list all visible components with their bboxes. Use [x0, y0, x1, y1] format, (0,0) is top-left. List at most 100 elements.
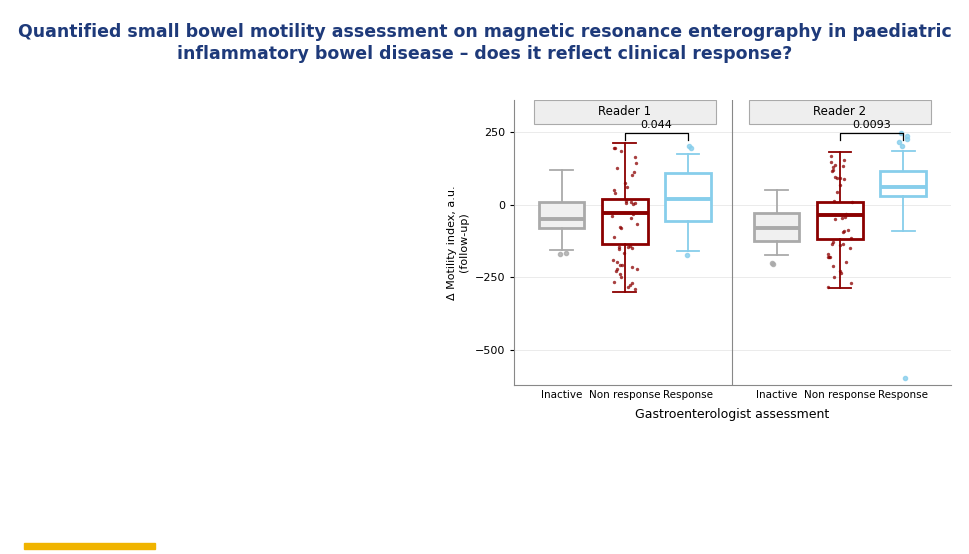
Point: [827, 172, 842, 181]
Point: [826, 160, 841, 169]
Point: [623, 171, 639, 179]
Point: [625, 209, 641, 218]
Point: [827, 214, 842, 223]
Point: [606, 186, 621, 194]
Point: [606, 278, 621, 286]
Point: [607, 189, 622, 198]
Point: [617, 197, 633, 206]
Text: ►   We tested the change in quantified motility
    in response assessment of 64: ► We tested the change in quantified mot…: [32, 317, 361, 384]
Point: [611, 222, 627, 231]
Text: Reader 1: Reader 1: [598, 105, 651, 119]
Point: [825, 261, 840, 270]
Point: [824, 167, 839, 176]
Text: Pediatric: Pediatric: [24, 469, 156, 495]
Point: [610, 244, 626, 253]
Point: [604, 211, 619, 220]
Point: [612, 269, 628, 278]
Point: [823, 239, 838, 248]
Point: [823, 157, 838, 166]
Point: [627, 159, 642, 168]
Point: [622, 214, 638, 223]
Point: [823, 151, 838, 160]
Bar: [533, 100, 715, 124]
Text: 0.0093: 0.0093: [852, 120, 890, 130]
Point: [609, 164, 624, 173]
Point: [821, 252, 836, 261]
Point: [828, 174, 843, 183]
Point: [626, 152, 641, 161]
FancyBboxPatch shape: [602, 199, 647, 244]
Point: [825, 197, 840, 206]
Point: [617, 179, 633, 188]
Point: [619, 182, 635, 191]
Point: [621, 280, 637, 289]
Point: [620, 283, 636, 291]
Point: [607, 143, 622, 152]
Point: [613, 260, 629, 269]
Point: [832, 268, 848, 277]
Point: [626, 198, 641, 207]
Point: [831, 173, 847, 182]
Point: [834, 228, 850, 237]
Point: [605, 256, 620, 265]
Point: [825, 162, 840, 171]
Point: [606, 233, 621, 242]
Point: [819, 253, 834, 262]
Point: [609, 264, 624, 273]
X-axis label: Gastroenterologist assessment: Gastroenterologist assessment: [635, 408, 828, 421]
Point: [843, 197, 859, 206]
Point: [820, 282, 835, 291]
Point: [838, 258, 854, 266]
Bar: [748, 100, 930, 124]
Point: [610, 242, 626, 251]
Point: [842, 234, 858, 243]
FancyBboxPatch shape: [538, 202, 583, 228]
FancyBboxPatch shape: [816, 202, 861, 239]
Text: 0.044: 0.044: [640, 120, 672, 130]
Point: [837, 210, 853, 219]
Point: [624, 244, 640, 253]
Point: [843, 279, 859, 288]
Point: [834, 240, 850, 249]
Point: [835, 156, 851, 165]
Point: [622, 241, 638, 250]
Point: [608, 266, 623, 275]
Point: [612, 223, 628, 232]
Point: [820, 249, 835, 258]
Text: XXX, et al. 2024: XXX, et al. 2024: [756, 498, 907, 516]
Text: Radiology: Radiology: [24, 510, 172, 536]
Point: [612, 260, 628, 269]
Point: [627, 284, 642, 293]
Point: [831, 240, 847, 249]
Point: [835, 175, 851, 183]
Point: [831, 267, 847, 276]
Point: [607, 144, 622, 153]
Point: [836, 213, 852, 222]
Point: [628, 264, 643, 273]
FancyArrow shape: [24, 542, 155, 549]
Point: [833, 214, 849, 223]
Y-axis label: Δ Motility index, a.u.
(follow-up): Δ Motility index, a.u. (follow-up): [447, 185, 469, 300]
Point: [612, 273, 628, 282]
Point: [623, 279, 639, 288]
Point: [617, 198, 633, 207]
Point: [629, 220, 644, 229]
FancyBboxPatch shape: [753, 213, 798, 241]
Point: [835, 227, 851, 235]
FancyBboxPatch shape: [880, 171, 925, 196]
FancyBboxPatch shape: [665, 172, 710, 220]
Point: [825, 237, 840, 246]
Text: Reader 2: Reader 2: [812, 105, 865, 119]
Point: [609, 258, 624, 266]
Point: [841, 244, 857, 253]
Point: [615, 249, 631, 258]
Point: [840, 225, 856, 234]
Text: ►  Quantified motility using cine magnetic
    resonance enterography (MRE) has : ► Quantified motility using cine magneti…: [32, 125, 365, 192]
Point: [623, 262, 639, 271]
Point: [834, 162, 850, 171]
Point: [624, 199, 640, 208]
Text: Quantified small bowel motility assessment on magnetic resonance enterography in: Quantified small bowel motility assessme…: [18, 23, 951, 63]
Point: [828, 188, 844, 197]
Point: [826, 273, 841, 281]
Point: [619, 242, 635, 251]
